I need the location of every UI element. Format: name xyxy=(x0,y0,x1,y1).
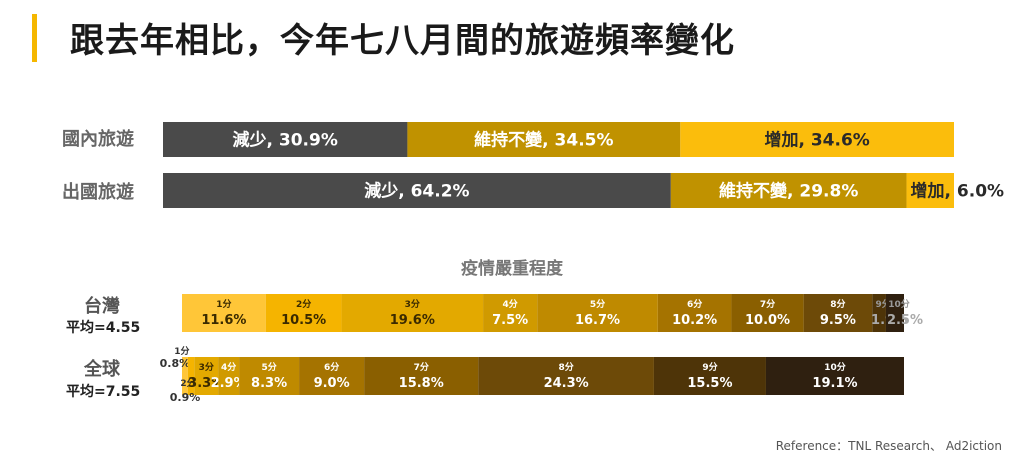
bar-segment xyxy=(218,357,240,395)
score-label: 5分 xyxy=(261,361,276,373)
data-label: 10.5% xyxy=(281,313,326,328)
score-label: 4分 xyxy=(503,298,518,310)
bar-segment xyxy=(407,122,681,157)
data-label: 11.6% xyxy=(201,313,246,328)
bar-segment xyxy=(478,357,654,395)
score-label: 8分 xyxy=(558,361,573,373)
score-label: 6分 xyxy=(687,298,702,310)
score-label: 8分 xyxy=(830,298,845,310)
row-label-global: 全球 xyxy=(84,359,120,380)
score-label: 7分 xyxy=(414,361,429,373)
bar-segment xyxy=(872,294,886,332)
data-label: 0.9% xyxy=(170,391,201,404)
data-label: 2.5% xyxy=(887,313,923,328)
score-label: 9分 xyxy=(702,361,717,373)
data-label: 19.1% xyxy=(812,376,857,391)
score-label: 1分 xyxy=(216,298,231,310)
bar-segment xyxy=(163,122,408,157)
page-title: 跟去年相比，今年七八月間的旅遊頻率變化 xyxy=(70,21,735,61)
data-label: 2.9% xyxy=(211,376,247,391)
score-label: 7分 xyxy=(760,298,775,310)
bar-segment xyxy=(483,294,538,332)
data-label: 維持不變, 34.5% xyxy=(474,130,613,151)
bar-segment xyxy=(299,357,365,395)
global-average: 平均=7.55 xyxy=(66,384,141,400)
score-label: 1分 xyxy=(174,345,189,357)
data-label: 7.5% xyxy=(492,313,528,328)
bar-segment xyxy=(182,357,188,395)
data-label: 0.8% xyxy=(160,357,191,370)
data-label: 減少, 30.9% xyxy=(233,130,338,151)
data-label: 24.3% xyxy=(544,376,589,391)
score-label: 5分 xyxy=(590,298,605,310)
row-label-taiwan: 台灣 xyxy=(84,296,120,317)
row-label-overseas: 出國旅遊 xyxy=(62,182,134,203)
data-label: 9.0% xyxy=(314,376,350,391)
bar-segment xyxy=(182,294,266,332)
bar-segment xyxy=(653,357,766,395)
score-label: 10分 xyxy=(888,298,910,310)
score-label: 3分 xyxy=(405,298,420,310)
bar-segment xyxy=(885,294,904,332)
data-label: 增加, 6.0% xyxy=(911,181,1005,202)
bar-segment xyxy=(194,357,219,395)
bar-segment xyxy=(187,357,195,395)
bar-segment xyxy=(765,357,904,395)
data-label: 減少, 64.2% xyxy=(364,181,469,202)
bar-segment xyxy=(341,294,484,332)
data-label: 維持不變, 29.8% xyxy=(719,181,858,202)
bar-segment xyxy=(163,173,671,208)
data-label: 15.5% xyxy=(687,376,732,391)
reference-note: Reference：TNL Research、 Ad2iction xyxy=(775,439,1002,453)
data-label: 16.7% xyxy=(575,313,620,328)
score-label: 2分 xyxy=(296,298,311,310)
data-label: 15.8% xyxy=(399,376,444,391)
bar-segment xyxy=(265,294,342,332)
data-label: 9.5% xyxy=(820,313,856,328)
bar-segment xyxy=(537,294,658,332)
data-label: 10.2% xyxy=(672,313,717,328)
severity-section-title: 疫情嚴重程度 xyxy=(461,259,563,279)
score-label: 2分 xyxy=(180,377,195,389)
title-accent-bar xyxy=(32,14,37,62)
score-label: 4分 xyxy=(221,361,236,373)
bar-segment xyxy=(239,357,300,395)
bar-segment xyxy=(364,357,479,395)
bar-segment xyxy=(731,294,804,332)
score-label: 6分 xyxy=(324,361,339,373)
taiwan-average: 平均=4.55 xyxy=(66,320,141,336)
score-label: 3分 xyxy=(199,361,214,373)
bar-segment xyxy=(657,294,732,332)
bar-segment xyxy=(670,173,907,208)
data-label: 增加, 34.6% xyxy=(764,130,869,151)
data-label: 8.3% xyxy=(251,376,287,391)
bar-segment xyxy=(803,294,873,332)
data-label: 3.3% xyxy=(188,376,224,391)
score-label: 10分 xyxy=(824,361,846,373)
data-label: 10.0% xyxy=(745,313,790,328)
data-label: 19.6% xyxy=(390,313,435,328)
bar-segment xyxy=(680,122,954,157)
bar-segment xyxy=(906,173,954,208)
row-label-domestic: 國內旅遊 xyxy=(62,129,134,150)
